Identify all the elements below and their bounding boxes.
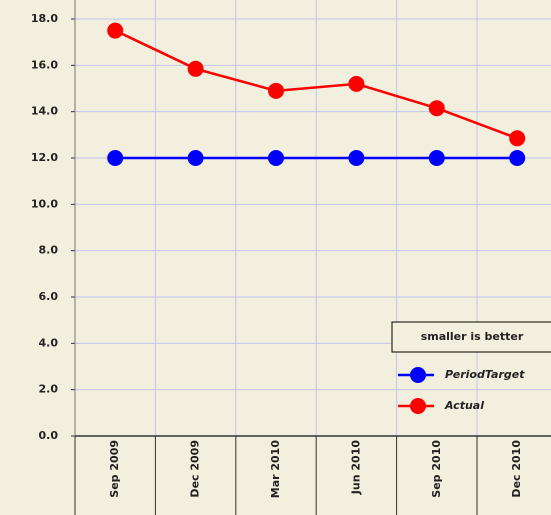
data-point [107,150,124,166]
data-point [107,22,124,39]
x-tick-label: Sep 2009 [108,440,121,498]
x-tick-label: Dec 2010 [510,440,523,498]
data-point [348,75,365,92]
legend-marker [410,367,426,383]
x-tick-label: Mar 2010 [269,440,282,499]
x-tick-label: Dec 2009 [189,440,202,498]
data-point [509,130,526,147]
data-point [187,150,204,166]
annotation: smaller is better [421,330,524,343]
data-point [428,100,445,117]
data-point [187,60,204,77]
y-tick-label: 0.0 [39,429,59,442]
legend-label: Actual [444,399,484,412]
y-tick-label: 16.0 [31,58,58,71]
y-tick-label: 18.0 [31,12,58,25]
series-line [114,29,518,140]
y-tick-label: 12.0 [31,151,58,164]
data-point [509,150,526,166]
y-tick-label: 2.0 [39,383,59,396]
y-tick-label: 8.0 [39,244,59,257]
x-tick-label: Jun 2010 [349,440,362,496]
data-point [428,150,445,166]
data-point [268,82,284,99]
y-tick-label: 4.0 [39,336,59,349]
data-point [348,150,365,166]
y-tick-label: 14.0 [31,105,58,118]
legend-label: PeriodTarget [445,368,525,381]
x-tick-label: Sep 2010 [430,440,443,498]
y-tick-label: 6.0 [39,290,59,303]
data-point [268,150,284,166]
y-tick-label: 10.0 [31,197,58,210]
annotation-box [391,321,551,353]
legend-marker [410,398,426,414]
